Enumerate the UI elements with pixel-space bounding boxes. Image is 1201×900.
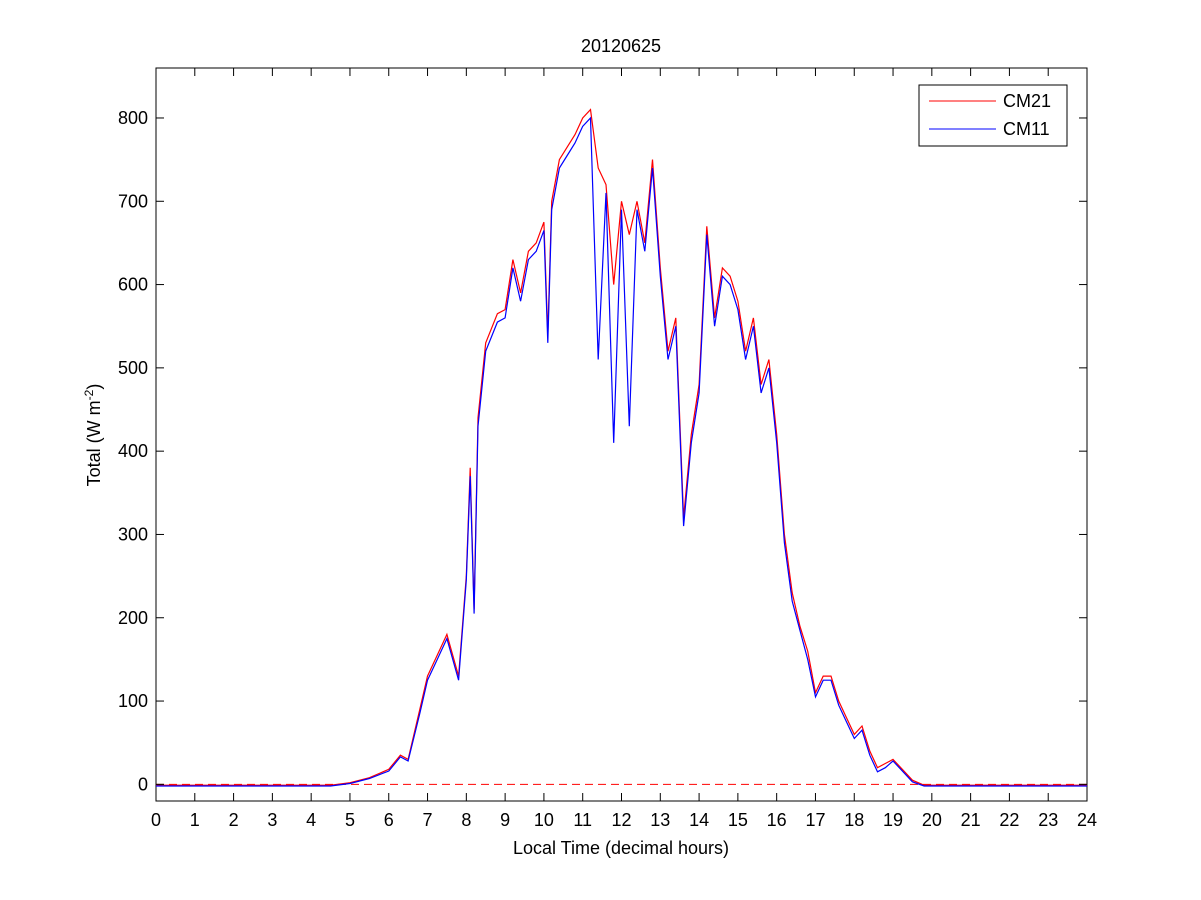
legend: CM21 CM11 xyxy=(918,84,1068,147)
legend-box xyxy=(918,84,1068,147)
x-tick-label: 21 xyxy=(961,810,981,830)
x-tick-label: 8 xyxy=(461,810,471,830)
y-tick-label: 500 xyxy=(118,358,148,378)
y-tick-label: 800 xyxy=(118,108,148,128)
y-tick-label: 600 xyxy=(118,275,148,295)
x-axis-ticks: 0 1 2 3 4 5 6 7 8 9 10 11 12 13 14 15 16 17 18 19 20 21 22 23 24 xyxy=(151,68,1097,830)
y-tick-label: 700 xyxy=(118,191,148,211)
x-tick-label: 5 xyxy=(345,810,355,830)
x-tick-label: 10 xyxy=(534,810,554,830)
x-tick-label: 15 xyxy=(728,810,748,830)
legend-label-cm21: CM21 xyxy=(1003,91,1051,111)
x-tick-label: 0 xyxy=(151,810,161,830)
x-tick-label: 18 xyxy=(844,810,864,830)
y-axis-ticks: 0 100 200 300 400 500 600 700 800 xyxy=(118,108,1087,794)
y-tick-label: 300 xyxy=(118,524,148,544)
series-layer xyxy=(156,108,1087,787)
x-tick-label: 23 xyxy=(1038,810,1058,830)
x-tick-label: 4 xyxy=(306,810,316,830)
y-tick-label: 400 xyxy=(118,441,148,461)
legend-label-cm11: CM11 xyxy=(1003,119,1050,139)
x-axis-label: Local Time (decimal hours) xyxy=(513,838,729,858)
y-tick-label: 0 xyxy=(138,774,148,794)
x-tick-label: 19 xyxy=(883,810,903,830)
x-tick-label: 2 xyxy=(229,810,239,830)
series-line-cm11 xyxy=(156,116,1087,787)
x-tick-label: 6 xyxy=(384,810,394,830)
x-tick-label: 17 xyxy=(805,810,825,830)
plot-area xyxy=(155,67,1088,802)
x-tick-label: 13 xyxy=(650,810,670,830)
x-tick-label: 12 xyxy=(611,810,631,830)
x-tick-label: 22 xyxy=(999,810,1019,830)
x-tick-label: 11 xyxy=(573,810,592,830)
x-tick-label: 9 xyxy=(500,810,510,830)
x-tick-label: 16 xyxy=(767,810,787,830)
x-tick-label: 14 xyxy=(689,810,709,830)
y-tick-label: 100 xyxy=(118,691,148,711)
x-tick-label: 20 xyxy=(922,810,942,830)
x-tick-label: 1 xyxy=(190,810,200,830)
x-tick-label: 3 xyxy=(267,810,277,830)
chart-title: 20120625 xyxy=(581,36,661,56)
x-tick-label: 7 xyxy=(423,810,433,830)
y-tick-label: 200 xyxy=(118,608,148,628)
x-tick-label: 24 xyxy=(1077,810,1097,830)
y-axis-label: Total (W m-2) xyxy=(82,384,104,487)
